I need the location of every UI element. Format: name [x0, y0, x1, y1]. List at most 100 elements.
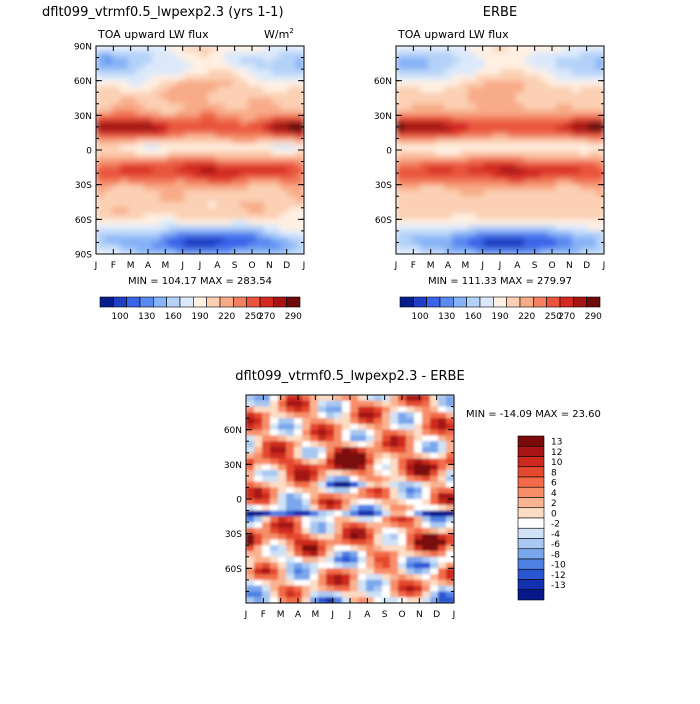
field-cell	[548, 155, 557, 163]
field-cell	[374, 475, 383, 483]
field-cell	[500, 248, 509, 254]
field-cell	[588, 103, 597, 111]
field-cell	[438, 562, 447, 569]
field-cell	[382, 533, 391, 541]
field-cell	[232, 167, 241, 174]
field-cell	[406, 400, 415, 408]
field-cell	[112, 92, 121, 99]
field-cell	[280, 150, 289, 157]
field-cell	[168, 132, 177, 140]
field-cell	[500, 46, 509, 53]
field-cell	[200, 63, 209, 70]
field-cell	[382, 406, 391, 413]
field-cell	[294, 447, 303, 454]
field-cell	[398, 579, 407, 587]
field-cell	[564, 173, 573, 180]
field-cell	[412, 248, 421, 254]
field-cell	[302, 504, 311, 512]
field-cell	[452, 138, 461, 145]
field-cell	[104, 178, 113, 186]
field-cell	[286, 504, 295, 512]
field-cell	[414, 545, 423, 552]
field-cell	[334, 545, 343, 552]
field-cell	[414, 400, 423, 408]
field-cell	[176, 230, 185, 238]
field-cell	[398, 556, 407, 564]
field-cell	[524, 126, 533, 134]
field-cell	[280, 242, 289, 249]
field-cell	[128, 115, 137, 122]
field-cell	[500, 196, 509, 203]
field-cell	[264, 69, 273, 76]
field-cell	[96, 236, 105, 244]
field-cell	[262, 568, 271, 575]
field-cell	[436, 230, 445, 238]
field-cell	[296, 57, 304, 64]
field-cell	[104, 109, 113, 116]
field-cell	[152, 202, 161, 209]
field-cell	[396, 109, 405, 116]
field-cell	[422, 406, 431, 413]
field-cell	[532, 190, 541, 197]
field-cell	[396, 173, 405, 180]
field-cell	[120, 109, 129, 116]
field-cell	[286, 487, 295, 494]
field-cell	[152, 126, 161, 134]
field-cell	[556, 161, 565, 168]
field-cell	[272, 190, 281, 197]
field-cell	[404, 178, 413, 186]
field-cell	[144, 167, 153, 174]
field-cell	[262, 556, 271, 564]
field-cell	[430, 475, 439, 483]
field-cell	[382, 556, 391, 564]
field-cell	[460, 57, 469, 64]
field-cell	[254, 499, 263, 506]
field-cell	[366, 556, 375, 564]
field-cell	[396, 138, 405, 145]
field-cell	[358, 516, 367, 523]
field-cell	[452, 126, 461, 134]
field-cell	[192, 63, 201, 70]
field-cell	[294, 499, 303, 506]
field-cell	[390, 574, 399, 581]
field-cell	[200, 242, 209, 249]
field-cell	[588, 219, 597, 226]
field-cell	[446, 585, 454, 593]
field-cell	[256, 196, 265, 203]
field-cell	[302, 585, 311, 593]
field-cell	[152, 196, 161, 203]
field-cell	[406, 516, 415, 523]
field-cell	[438, 423, 447, 431]
field-cell	[224, 63, 233, 70]
field-cell	[468, 219, 477, 226]
field-cell	[358, 447, 367, 454]
field-cell	[532, 219, 541, 226]
field-cell	[460, 51, 469, 59]
field-cell	[540, 126, 549, 134]
field-cell	[342, 423, 351, 431]
field-cell	[508, 161, 517, 168]
field-cell	[500, 121, 509, 128]
field-cell	[208, 236, 217, 244]
colorbar-swatch	[573, 296, 587, 308]
x-tick-label: O	[548, 261, 555, 271]
field-cell	[500, 86, 509, 93]
field-cell	[248, 92, 257, 99]
field-cell	[246, 504, 255, 512]
field-cell	[476, 80, 485, 88]
field-cell	[484, 207, 493, 215]
field-cell	[192, 236, 201, 244]
field-cell	[596, 121, 604, 128]
field-cell	[446, 579, 454, 587]
colorbar-swatch	[533, 296, 547, 308]
field-cell	[200, 207, 209, 215]
field-cell	[120, 74, 129, 82]
field-cell	[374, 562, 383, 569]
field-cell	[208, 109, 217, 116]
field-cell	[120, 121, 129, 128]
field-cell	[264, 150, 273, 157]
field-cell	[286, 418, 295, 425]
field-cell	[326, 395, 335, 402]
field-cell	[326, 423, 335, 431]
